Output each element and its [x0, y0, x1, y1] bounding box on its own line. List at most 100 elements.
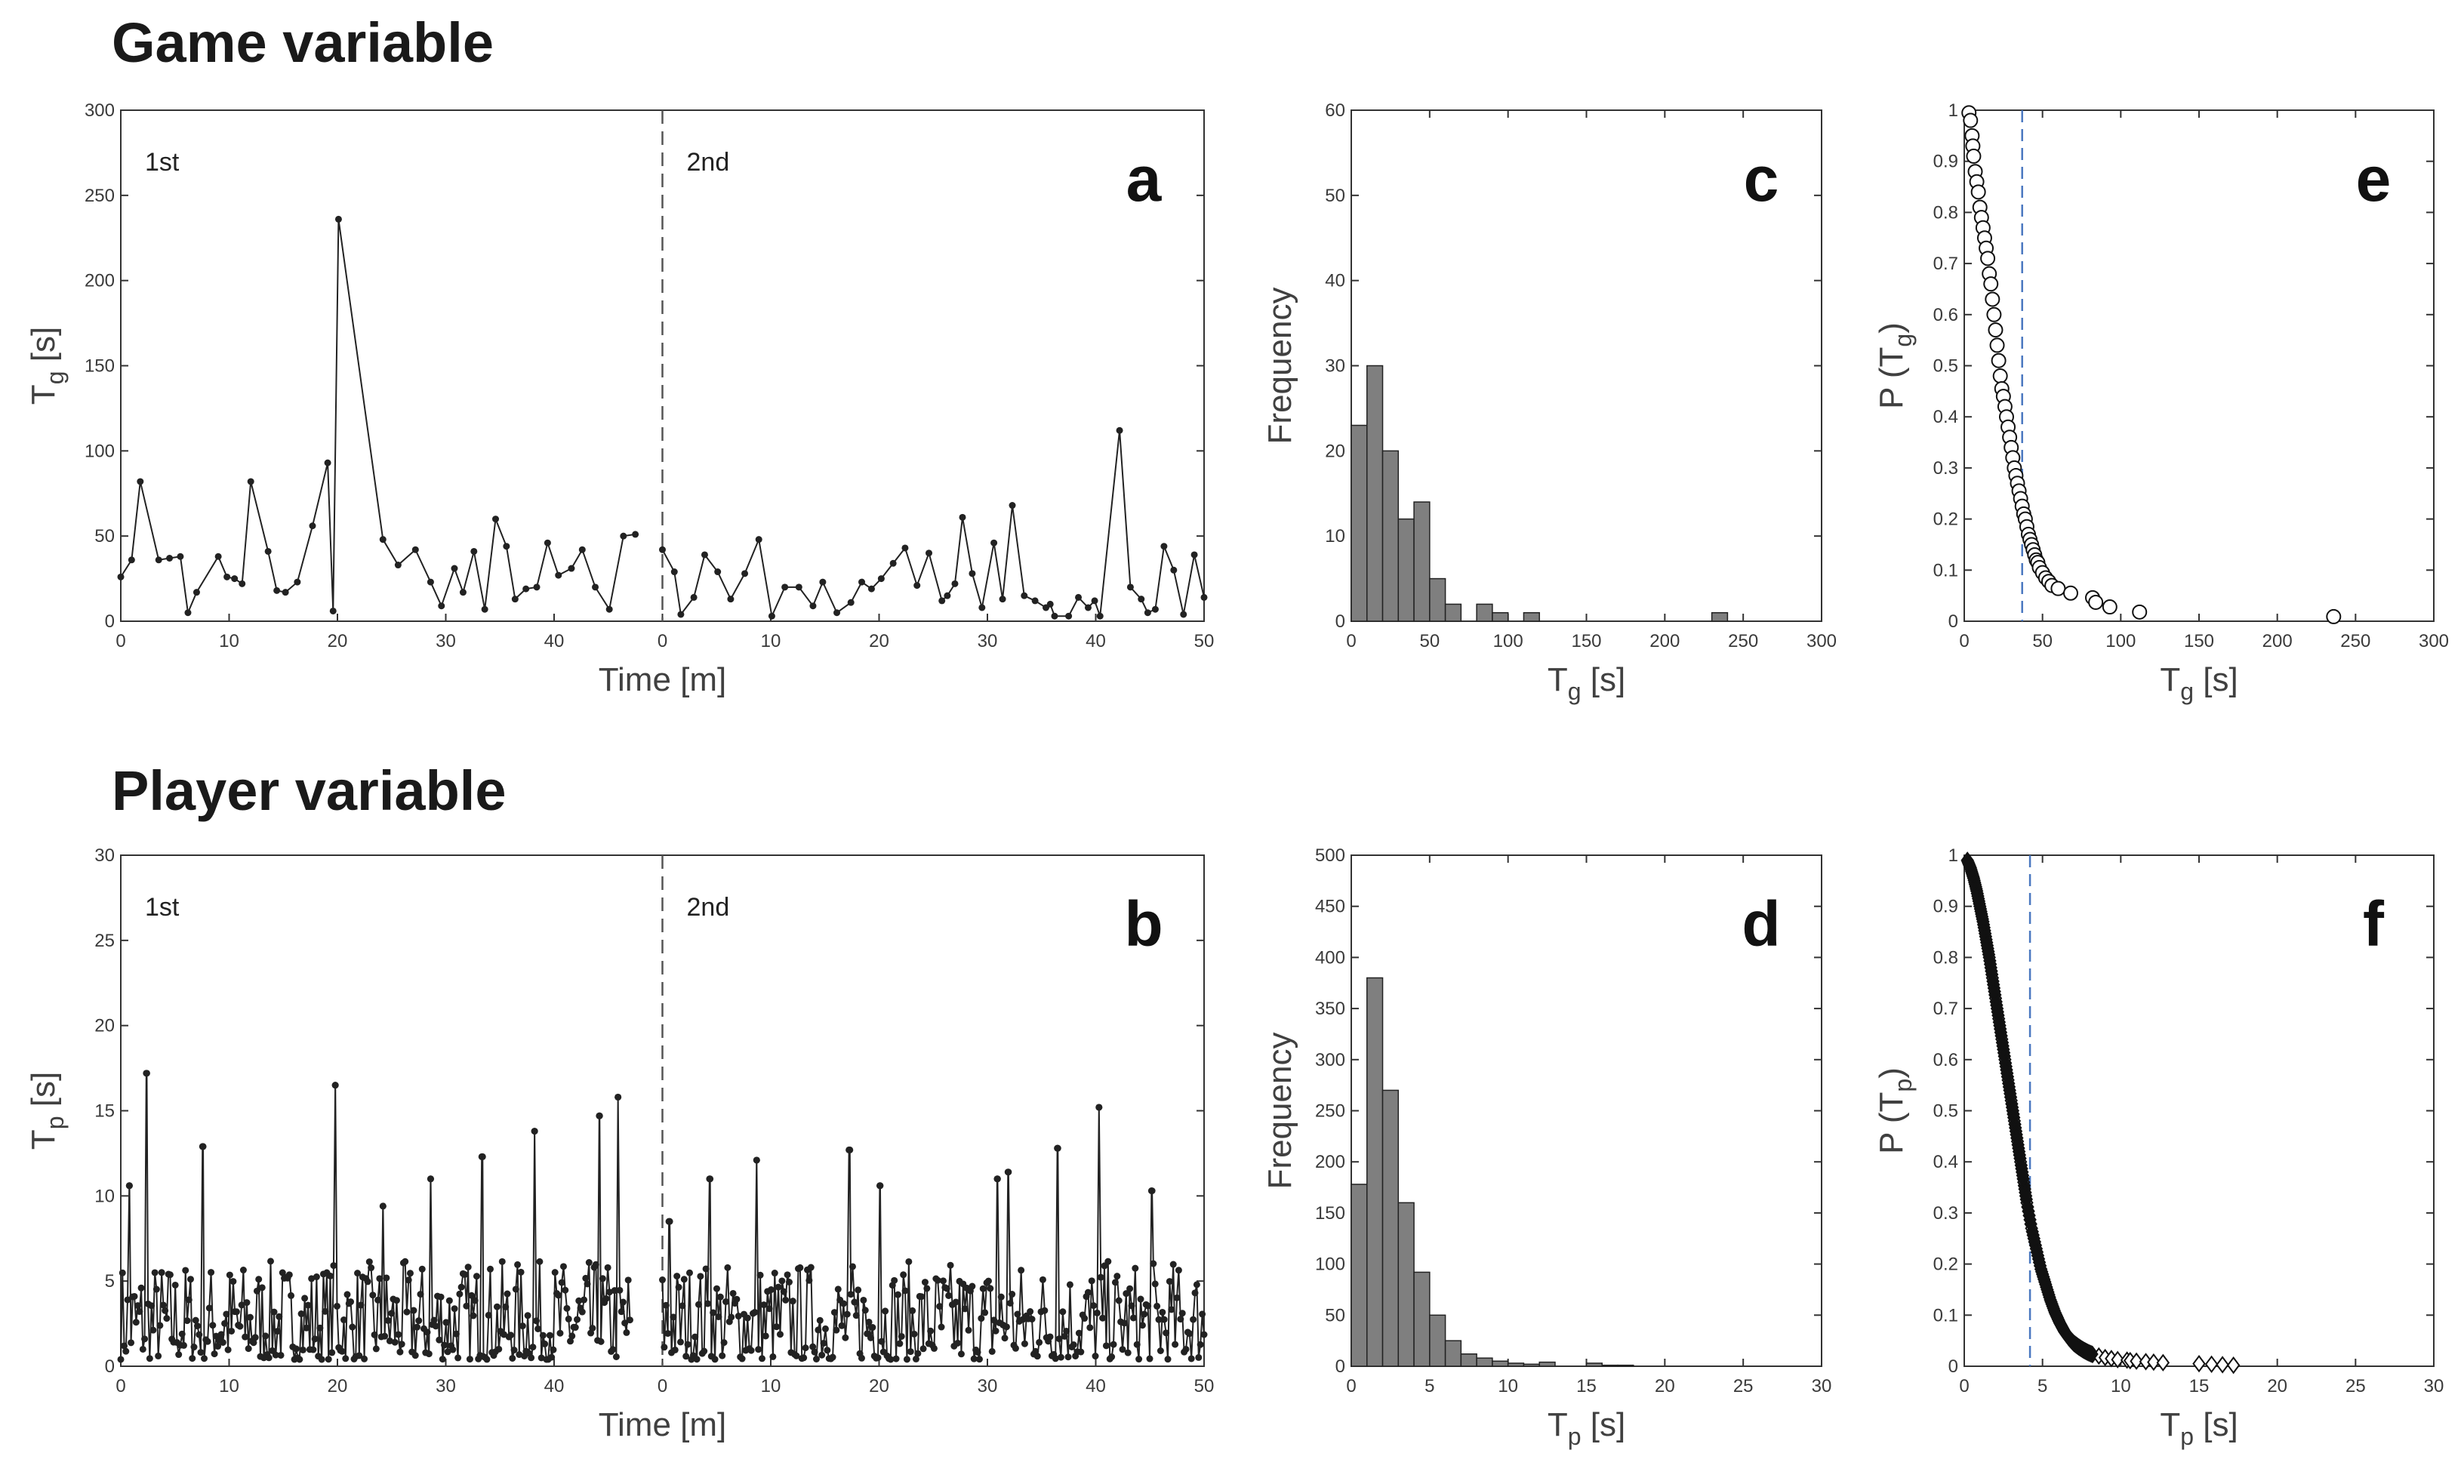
histogram-bar: [1413, 1271, 1431, 1367]
series-2nd-half-point: [829, 1353, 836, 1361]
panel-label-e: e: [2356, 143, 2392, 214]
series-2nd-half-point: [892, 1355, 900, 1362]
series-1st-half-point: [253, 1287, 260, 1295]
series-1st-half-point: [410, 1307, 417, 1314]
series-2nd-half-point: [710, 1309, 717, 1316]
x-tick-label: 30: [436, 631, 456, 651]
series-1st-half-point: [605, 1288, 613, 1296]
series-1st-half-point: [162, 1307, 169, 1314]
series-2nd-half-point: [1200, 1331, 1208, 1338]
series-1st-half-point: [481, 605, 488, 613]
series-2nd-half-point: [1099, 1314, 1107, 1322]
series-1st-half-point: [124, 1296, 131, 1304]
series-2nd-half-point: [847, 1291, 855, 1298]
series-2nd-half-point: [781, 583, 789, 591]
series-2nd-half-point: [952, 1298, 959, 1306]
series-1st-half-point: [155, 1352, 162, 1359]
series-2nd-half-point: [978, 604, 986, 611]
series-1st-half-point: [347, 1298, 355, 1306]
series-2nd-half-point: [738, 1355, 746, 1362]
series-1st-half-point: [343, 1291, 351, 1298]
x-axis-label-main: T: [1548, 1406, 1568, 1443]
series-2nd-half-point: [999, 596, 1006, 603]
series-1st-half-point: [492, 516, 500, 523]
half-label-1: 1st: [145, 893, 180, 922]
y-tick-label: 250: [1315, 1101, 1345, 1122]
series-1st-half-point: [568, 565, 575, 572]
series-1st-half-point: [247, 478, 254, 485]
series-1st-half-point: [395, 1331, 402, 1338]
series-1st-half-point: [330, 1262, 337, 1270]
series-1st-half-point: [604, 1264, 611, 1271]
series-1st-half-point: [155, 556, 162, 564]
series-1st-half-point: [171, 1281, 179, 1288]
y-tick-label: 0.2: [1933, 510, 1958, 530]
series-1st-half-point: [470, 1312, 477, 1319]
x-tick-label: 200: [1649, 631, 1680, 651]
series-2nd-half-point: [1144, 609, 1151, 617]
series-2nd-half-point: [961, 1305, 969, 1313]
series-1st-half-point: [405, 1276, 412, 1284]
y-axis-label: P (Tg): [1873, 322, 1917, 409]
series-2nd-half-point: [1031, 597, 1039, 605]
series-2nd-half-point: [858, 578, 866, 586]
x-axis-label-tail: [s]: [1582, 661, 1626, 698]
series-2nd-half-point: [719, 1352, 726, 1359]
series-2nd-half-point: [1065, 612, 1073, 620]
series-1st-half-point: [141, 1335, 149, 1343]
series-2nd-half-point: [711, 1356, 719, 1363]
histogram-bar: [1507, 1362, 1525, 1367]
series-2nd-half-point: [1180, 611, 1187, 618]
series-2nd-half-point: [833, 609, 841, 617]
series-2nd-half-point: [1128, 1302, 1135, 1310]
series-2nd-half-point: [1021, 1340, 1028, 1347]
series-1st-half-point: [612, 1353, 620, 1360]
panel-label-a: a: [1126, 143, 1163, 214]
series-1st-half-point: [214, 1343, 222, 1350]
series-2nd-half-point: [744, 1314, 751, 1322]
series-1st-half-point: [192, 589, 200, 596]
series-1st-half-point: [415, 1317, 423, 1325]
series-2nd-half-point: [936, 1303, 944, 1310]
series-2nd-half-point: [1157, 1347, 1164, 1355]
series-1st-half-point: [529, 1344, 537, 1351]
series-2nd-half-point: [812, 1356, 820, 1362]
series-1st-half-point: [223, 1310, 230, 1318]
series-1st-half-point: [304, 1301, 312, 1309]
ccdf-point: [1970, 184, 1986, 200]
series-2nd-half-point: [1163, 1329, 1170, 1337]
series-1st-half-point: [498, 1258, 506, 1265]
series-2nd-half-point: [926, 550, 933, 557]
histogram-bar: [1711, 611, 1729, 622]
y-axis-label-main: P (T: [1873, 1092, 1910, 1154]
x-tick-label: 10: [2111, 1376, 2131, 1396]
series-1st-half-point: [611, 1287, 618, 1295]
y-tick-label: 10: [94, 1186, 115, 1206]
series-2nd-half-point: [1159, 1308, 1166, 1316]
series-2nd-half-point: [934, 1276, 941, 1284]
y-tick-label: 1: [1948, 100, 1958, 121]
series-2nd-half-point: [993, 1175, 1001, 1183]
series-2nd-half-point: [927, 1327, 935, 1335]
series-1st-half-point: [211, 1350, 218, 1358]
y-tick-label: 0.6: [1933, 1050, 1958, 1070]
series-2nd-half-point: [882, 1307, 889, 1315]
histogram-bar: [1366, 365, 1384, 622]
y-tick-label: 0: [105, 611, 115, 632]
series-1st-half-point: [599, 1275, 606, 1282]
series-2nd-half-point: [675, 1283, 682, 1291]
series-2nd-half-point: [1138, 596, 1145, 603]
histogram-bar: [1351, 1184, 1368, 1367]
series-2nd-half-point: [1169, 1261, 1177, 1268]
series-1st-half-point: [618, 1308, 625, 1316]
series-2nd-half-point: [676, 1338, 684, 1346]
series-2nd-half-point: [1021, 592, 1028, 599]
series-1st-half-point: [459, 589, 467, 596]
series-1st-half-point: [555, 571, 562, 579]
series-2nd-half-point: [938, 1323, 945, 1331]
series-1st-half-point: [365, 1258, 373, 1266]
y-axis-label-sub: g: [42, 371, 69, 385]
ccdf-point: [2111, 1350, 2124, 1369]
series-1st-half-point: [243, 1299, 251, 1307]
y-tick-label: 0.5: [1933, 356, 1958, 377]
